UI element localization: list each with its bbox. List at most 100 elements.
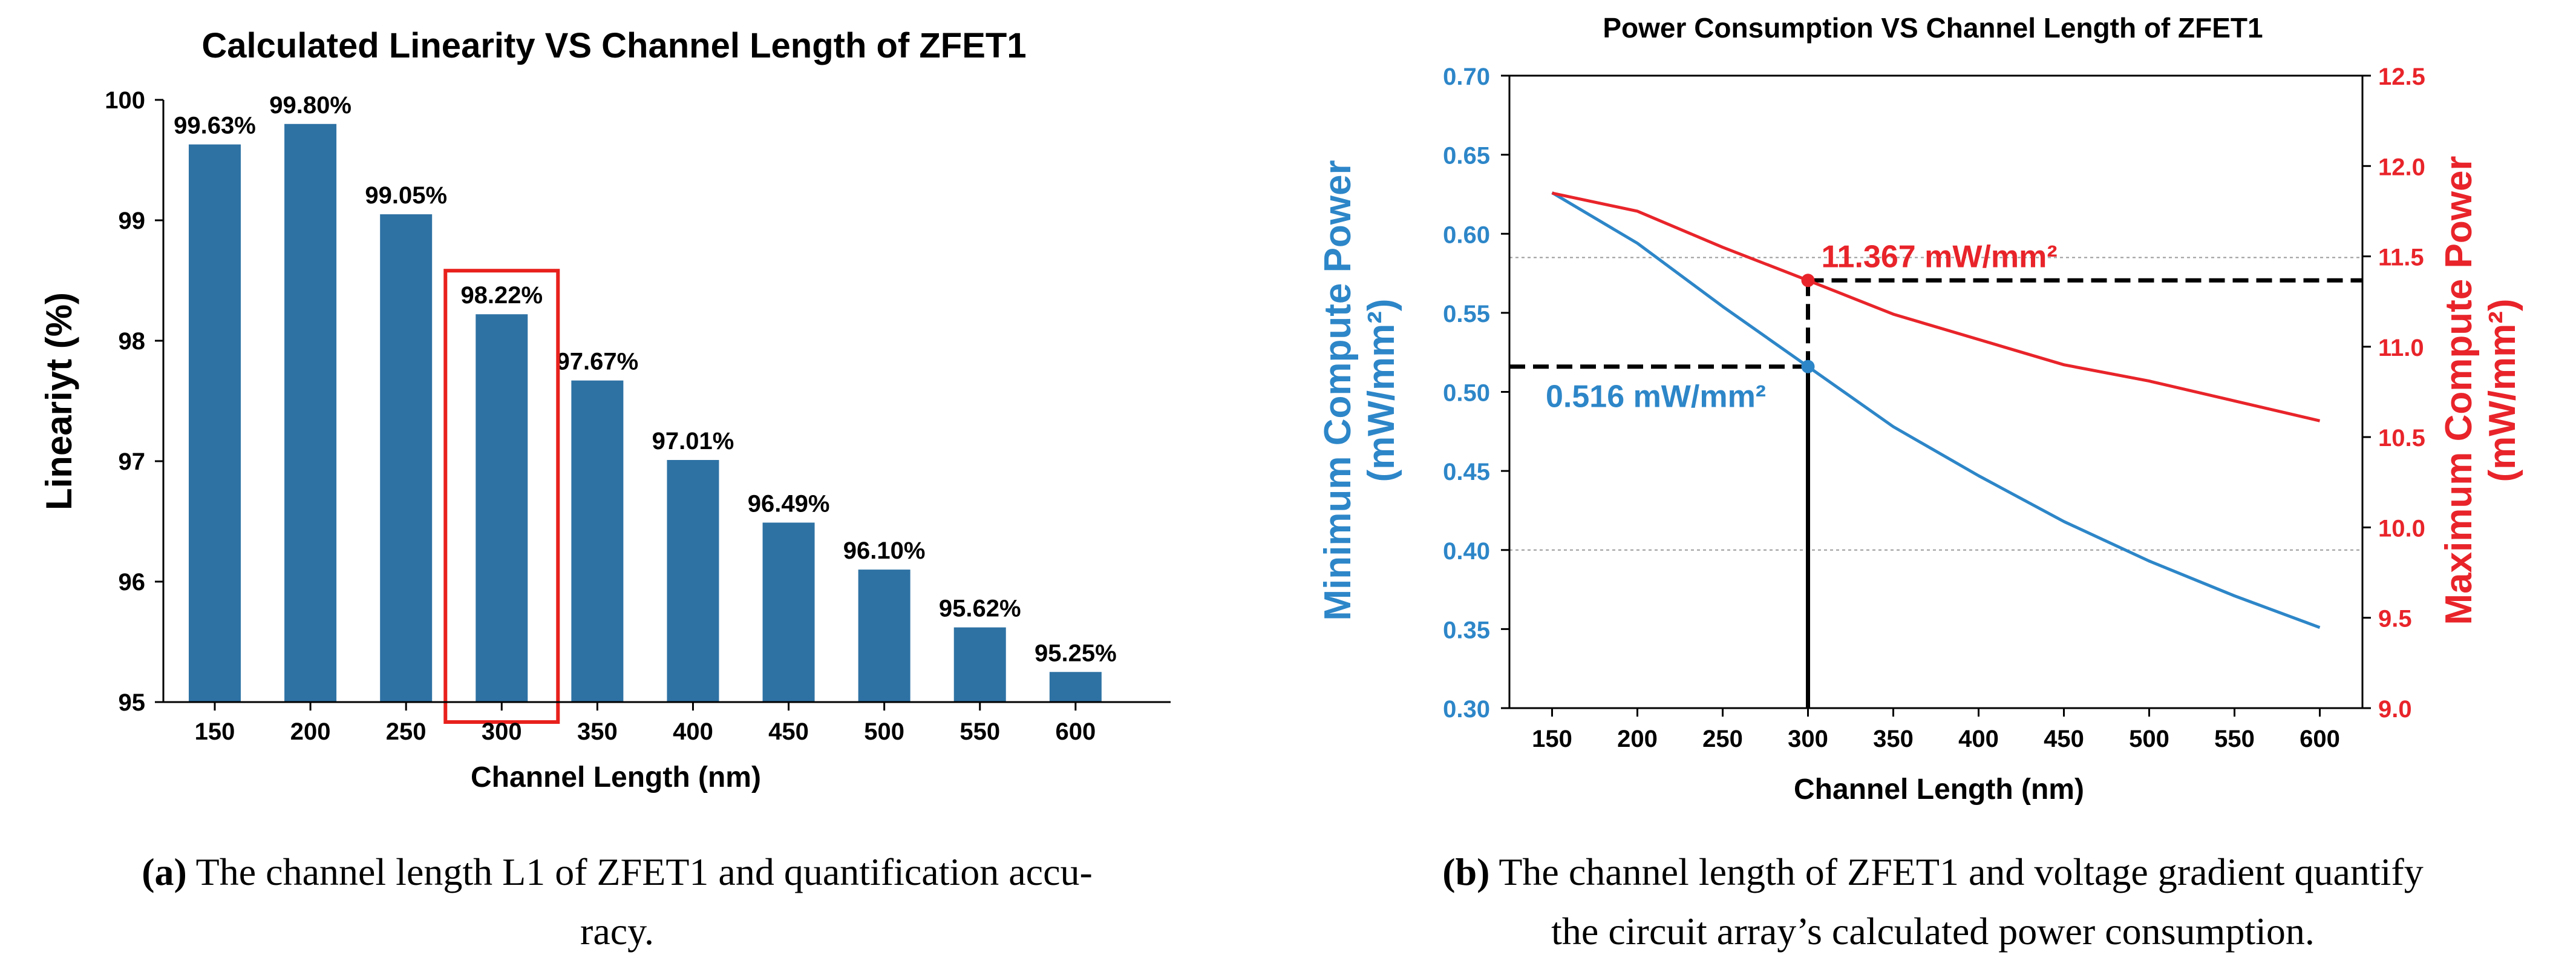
bar-group <box>189 123 1102 703</box>
caption-a-text: The channel length L1 of ZFET1 and quant… <box>187 850 1093 893</box>
bar-600 <box>1049 672 1102 702</box>
x-tick-group: 150 200 250 300 350 400 450 500 550 600 <box>195 702 1096 745</box>
max-power-point <box>1801 274 1815 287</box>
chart-a-title: Calculated Linearity VS Channel Length o… <box>201 26 1026 65</box>
caption-a-line1: (a) The channel length L1 of ZFET1 and q… <box>142 850 1093 893</box>
left-y-tick-label-0.45: 0.45 <box>1443 459 1490 485</box>
y-tick-label-97: 97 <box>119 448 146 475</box>
bar-450 <box>762 522 815 702</box>
left-y-tick-label-0.70: 0.70 <box>1443 64 1490 90</box>
caption-b-text: The channel length of ZFET1 and voltage … <box>1489 850 2423 893</box>
right-y-tick-label-9.0: 9.0 <box>2378 696 2412 723</box>
x-tick-label-150: 150 <box>1532 726 1572 752</box>
left-y-tick-label-0.60: 0.60 <box>1443 222 1490 248</box>
bar-500 <box>858 570 910 702</box>
right-y-tick-label-12.0: 12.0 <box>2378 154 2425 180</box>
x-tick-label-150: 150 <box>195 718 235 745</box>
x-tick-label-500: 500 <box>864 718 904 745</box>
x-tick-label-450: 450 <box>768 718 809 745</box>
left-y-tick-label-0.40: 0.40 <box>1443 538 1490 565</box>
x-tick-label-600: 600 <box>1055 718 1096 745</box>
data-label-300: 98.22% <box>460 282 543 309</box>
caption-b: (b) The channel length of ZFET1 and volt… <box>1442 850 2423 953</box>
bar-350 <box>571 380 624 702</box>
data-label-350: 97.67% <box>557 349 639 375</box>
data-label-250: 99.05% <box>365 182 447 209</box>
chart-b-title: Power Consumption VS Channel Length of Z… <box>1603 12 2263 44</box>
annotation-min-power: 0.516 mW/mm² <box>1546 379 1766 415</box>
x-tick-label-400: 400 <box>1958 726 1999 752</box>
left-y-axis-label: Minimum Compute Power (mW/mm²) <box>1317 160 1402 620</box>
right-y-tick-group: 9.0 9.5 10.0 10.5 11.0 11.5 12.0 12.5 <box>2362 64 2425 723</box>
bar-200 <box>284 123 337 703</box>
y-tick-label-96: 96 <box>119 569 146 596</box>
data-label-600: 95.25% <box>1035 640 1117 666</box>
series-line-group <box>1551 191 2321 629</box>
x-tick-label-350: 350 <box>1873 726 1914 752</box>
caption-b-line1: (b) The channel length of ZFET1 and volt… <box>1442 850 2423 893</box>
left-y-tick-label-0.55: 0.55 <box>1443 301 1490 327</box>
y-tick-label-100: 100 <box>105 87 145 114</box>
guide-line-group <box>1509 278 2362 708</box>
left-y-tick-label-0.35: 0.35 <box>1443 617 1490 643</box>
x-tick-label-300: 300 <box>1788 726 1828 752</box>
x-tick-label-350: 350 <box>577 718 618 745</box>
x-tick-group: 150 200 250 300 350 400 450 500 550 600 <box>1532 708 2340 752</box>
data-label-150: 99.63% <box>174 113 256 139</box>
bar-550 <box>953 627 1006 702</box>
power-line-chart: Power Consumption VS Channel Length of Z… <box>1317 12 2523 806</box>
y-tick-label-99: 99 <box>119 208 146 234</box>
data-label-500: 96.10% <box>843 537 926 564</box>
bar-400 <box>667 460 719 702</box>
caption-a-line2: racy. <box>580 910 654 953</box>
right-y-tick-label-9.5: 9.5 <box>2378 606 2412 632</box>
highlight-box-300 <box>443 269 560 724</box>
x-tick-label-500: 500 <box>2129 726 2169 752</box>
right-y-tick-label-10.0: 10.0 <box>2378 515 2425 542</box>
right-y-tick-label-11.5: 11.5 <box>2378 245 2424 271</box>
right-y-tick-label-11.0: 11.0 <box>2378 335 2424 361</box>
minimum-power-line <box>1551 191 2321 629</box>
x-tick-label-300: 300 <box>482 718 522 745</box>
x-tick-label-450: 450 <box>2044 726 2084 752</box>
bar-150 <box>189 144 241 702</box>
highlight-box-group <box>443 269 560 724</box>
x-axis-label: Channel Length (nm) <box>1794 773 2084 806</box>
left-y-tick-label-0.65: 0.65 <box>1443 143 1490 169</box>
annotation-group: 0.516 mW/mm² 11.367 mW/mm² <box>1546 239 2058 414</box>
left-y-tick-label-0.50: 0.50 <box>1443 380 1490 407</box>
right-y-tick-label-12.5: 12.5 <box>2378 64 2425 90</box>
y-axis-label: Lineariyt (%) <box>39 292 79 510</box>
caption-b-line2: the circuit array’s calculated power con… <box>1551 910 2315 953</box>
y-tick-label-98: 98 <box>119 328 146 355</box>
left-y-axis-label-line1: Minimum Compute Power <box>1317 160 1359 620</box>
y-tick-label-95: 95 <box>119 689 146 716</box>
x-axis-label: Channel Length (nm) <box>471 761 761 793</box>
caption-a: (a) The channel length L1 of ZFET1 and q… <box>142 850 1093 953</box>
min-power-point <box>1801 360 1815 373</box>
right-y-axis-label-line1: Maximum Compute Power <box>2438 156 2480 625</box>
data-label-450: 96.49% <box>748 490 830 517</box>
caption-a-tag: (a) <box>142 850 187 893</box>
right-y-axis-label-line2: (mW/mm²) <box>2482 298 2523 482</box>
data-label-400: 97.01% <box>652 428 734 455</box>
left-y-tick-label-0.30: 0.30 <box>1443 696 1490 723</box>
bar-300 <box>476 314 528 702</box>
gridline-group <box>1509 257 2362 551</box>
annotation-max-power: 11.367 mW/mm² <box>1822 239 2058 274</box>
right-y-tick-label-10.5: 10.5 <box>2378 425 2425 452</box>
right-y-axis-label: Maximum Compute Power (mW/mm²) <box>2438 156 2523 625</box>
bar-250 <box>380 214 433 702</box>
x-tick-label-200: 200 <box>290 718 331 745</box>
x-tick-label-250: 250 <box>1702 726 1743 752</box>
data-label-550: 95.62% <box>939 596 1021 622</box>
highlight-point-group <box>1801 274 1815 373</box>
x-tick-label-550: 550 <box>2214 726 2255 752</box>
data-label-200: 99.80% <box>269 92 351 119</box>
x-tick-label-550: 550 <box>959 718 1000 745</box>
x-tick-label-600: 600 <box>2300 726 2340 752</box>
left-y-axis-label-line2: (mW/mm²) <box>1361 298 1402 482</box>
maximum-power-line <box>1551 191 2321 422</box>
caption-b-tag: (b) <box>1442 850 1489 893</box>
